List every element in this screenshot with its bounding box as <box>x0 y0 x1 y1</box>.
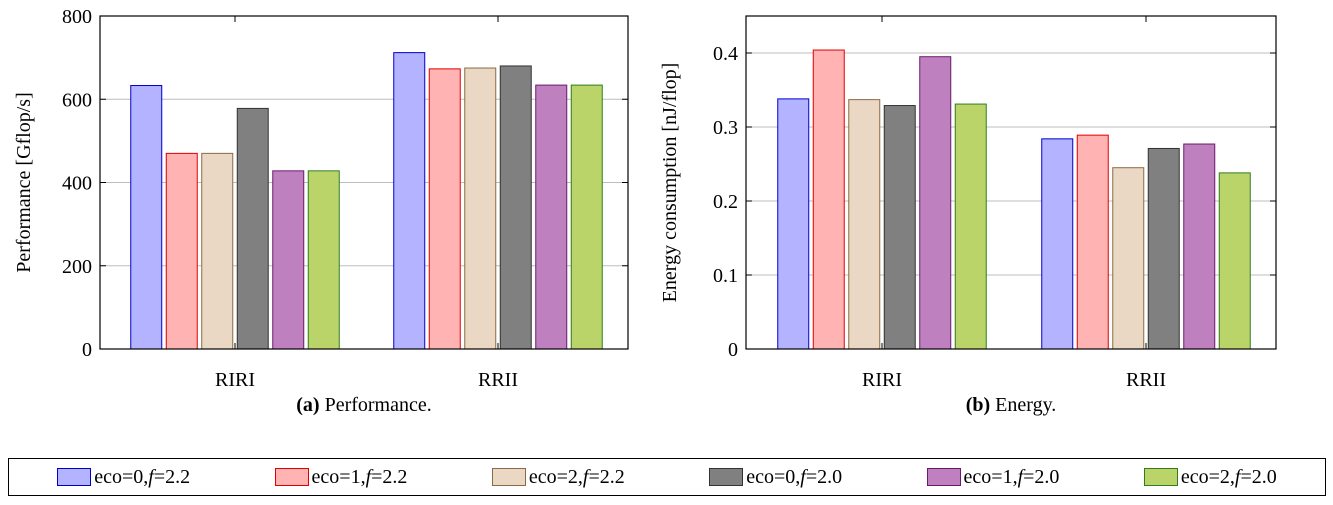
legend-item-3: eco=0, f =2.0 <box>709 466 842 489</box>
y-tick-label: 0.4 <box>713 43 738 65</box>
bar-riri-series-0 <box>130 85 163 350</box>
bar-riri-series-2 <box>201 152 234 350</box>
bar-rrii-series-1 <box>1076 134 1109 350</box>
legend-f-value: =2.2 <box>371 465 408 488</box>
legend-eco-label: eco=1, <box>311 465 366 488</box>
y-tick-label: 400 <box>62 173 92 195</box>
legend-f-symbol: f <box>800 465 806 488</box>
legend-eco-label: eco=0, <box>746 465 801 488</box>
legend-swatch <box>926 468 961 486</box>
bar-riri-series-1 <box>165 152 198 350</box>
y-tick-label: 0 <box>728 339 738 361</box>
performance-chart: 0 200 400 600 800 RIRI RRII Performance [Gflop/… <box>13 6 629 416</box>
bar-riri-series-5 <box>954 103 987 350</box>
bar-riri-series-5 <box>307 170 340 350</box>
bar-rrii-series-3 <box>499 65 532 350</box>
bar-rrii-series-4 <box>535 84 568 350</box>
bar-rrii-series-1 <box>428 68 461 350</box>
charts-canvas: 0 200 400 600 800 RIRI RRII Performance [Gflop/… <box>13 6 1277 416</box>
y-axis-label: Energy consumption [nJ/flop] <box>659 63 681 303</box>
legend-swatch <box>491 468 526 486</box>
legend-item-2: eco=2, f =2.2 <box>491 465 625 489</box>
legend-f-symbol: f <box>365 465 372 488</box>
subfigure-caption: (a) Performance. <box>296 394 432 416</box>
bar-rrii-series-0 <box>1041 138 1074 350</box>
legend-swatch <box>1143 468 1178 486</box>
legend-f-value: =2.0 <box>805 465 843 488</box>
legend-f-value: =2.2 <box>588 465 625 488</box>
legend-item-4: eco=1, f =2.0 <box>926 465 1060 489</box>
y-tick-label: 0.1 <box>713 265 738 287</box>
legend-f-value: =2.0 <box>1240 465 1277 488</box>
x-tick-label: RIRI <box>862 369 902 391</box>
y-axis-label: Performance [Gflop/s] <box>13 92 35 273</box>
bar-rrii-series-2 <box>1112 167 1145 350</box>
y-tick-label: 800 <box>62 6 92 28</box>
bar-riri-series-0 <box>777 98 810 350</box>
legend-swatch <box>709 468 744 486</box>
legend-f-symbol: f <box>148 465 154 488</box>
legend-eco-label: eco=1, <box>963 465 1018 488</box>
bar-riri-series-3 <box>883 105 916 350</box>
bar-riri-series-4 <box>919 56 952 350</box>
legend-eco-label: eco=0, <box>94 465 149 488</box>
energy-chart: 0 0.1 0.2 0.3 0.4 RIRI RRII Energy consumption … <box>659 15 1277 416</box>
y-tick-label: 200 <box>62 256 92 278</box>
legend-eco-label: eco=2, <box>1180 465 1235 488</box>
bar-rrii-series-5 <box>570 84 603 350</box>
bar-rrii-series-5 <box>1218 172 1251 350</box>
bar-rrii-series-4 <box>1183 143 1216 350</box>
x-tick-label: RIRI <box>215 369 255 391</box>
legend-swatch <box>57 468 92 486</box>
y-tick-label: 0 <box>82 339 92 361</box>
x-tick-label: RRII <box>478 369 518 391</box>
legend-f-symbol: f <box>582 465 589 488</box>
y-tick-label: 0.3 <box>713 117 738 139</box>
legend-item-5: eco=2, f =2.0 <box>1143 465 1277 489</box>
axis-frame <box>745 15 1277 350</box>
legend-f-symbol: f <box>1234 465 1241 488</box>
bar-riri-series-1 <box>812 49 845 350</box>
legend-item-0: eco=0, f =2.2 <box>57 466 190 489</box>
bar-riri-series-4 <box>272 170 305 350</box>
y-tick-label: 0.2 <box>713 191 738 213</box>
legend: eco=0, f =2.2 eco=1, f =2.2 eco=2, f =2.2 e… <box>8 458 1326 496</box>
subfigure-caption: (b) Energy. <box>966 394 1057 416</box>
x-tick-label: RRII <box>1126 369 1166 391</box>
legend-f-symbol: f <box>1017 465 1024 488</box>
bar-rrii-series-3 <box>1147 147 1180 350</box>
bar-riri-series-3 <box>236 107 269 350</box>
legend-eco-label: eco=2, <box>528 465 583 488</box>
bar-rrii-series-2 <box>464 67 497 350</box>
bar-riri-series-2 <box>848 99 881 350</box>
legend-item-1: eco=1, f =2.2 <box>274 465 408 489</box>
legend-f-value: =2.0 <box>1023 465 1060 488</box>
bar-rrii-series-0 <box>393 52 426 350</box>
y-tick-label: 600 <box>62 89 92 111</box>
legend-swatch <box>274 468 309 486</box>
legend-f-value: =2.2 <box>153 465 191 488</box>
